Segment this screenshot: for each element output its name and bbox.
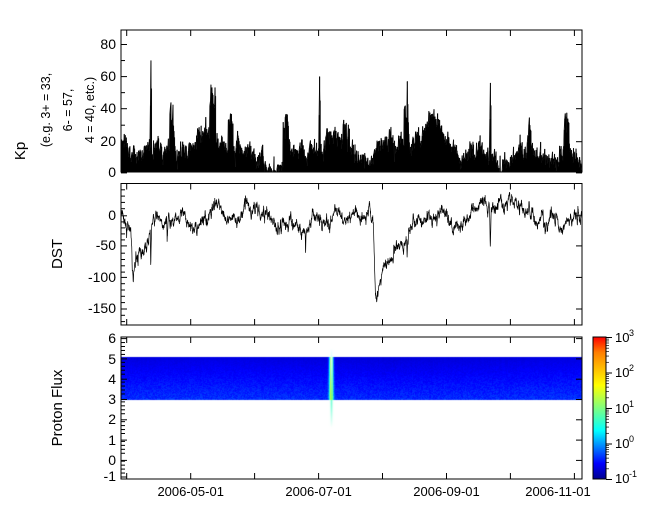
- svg-text:2006-05-01: 2006-05-01: [157, 484, 224, 499]
- svg-text:2: 2: [629, 363, 634, 373]
- svg-text:6- = 57,: 6- = 57,: [61, 89, 75, 132]
- svg-text:-150: -150: [88, 300, 116, 316]
- svg-text:5: 5: [108, 351, 116, 367]
- svg-text:DST: DST: [49, 239, 66, 269]
- svg-text:(e.g. 3+ = 33,: (e.g. 3+ = 33,: [39, 73, 53, 147]
- svg-text:10: 10: [615, 330, 629, 345]
- svg-text:0: 0: [629, 434, 634, 444]
- svg-text:1: 1: [629, 399, 634, 409]
- svg-text:4 = 40, etc.): 4 = 40, etc.): [83, 77, 97, 143]
- svg-text:-1: -1: [629, 469, 637, 479]
- svg-text:10: 10: [615, 365, 629, 380]
- svg-text:6: 6: [108, 330, 116, 346]
- svg-text:Kp: Kp: [12, 142, 29, 160]
- svg-text:2006-07-01: 2006-07-01: [285, 484, 352, 499]
- svg-text:10: 10: [615, 471, 629, 486]
- svg-text:80: 80: [100, 36, 116, 52]
- svg-text:10: 10: [615, 401, 629, 416]
- svg-text:1: 1: [108, 432, 116, 448]
- svg-text:2006-09-01: 2006-09-01: [413, 484, 480, 499]
- svg-text:Proton Flux: Proton Flux: [49, 369, 66, 446]
- svg-text:-100: -100: [88, 269, 116, 285]
- svg-text:3: 3: [108, 391, 116, 407]
- svg-text:0: 0: [108, 452, 116, 468]
- svg-text:0: 0: [108, 207, 116, 223]
- svg-text:-1: -1: [104, 468, 117, 484]
- svg-text:60: 60: [100, 68, 116, 84]
- svg-text:0: 0: [108, 164, 116, 180]
- svg-text:10: 10: [615, 436, 629, 451]
- svg-text:4: 4: [108, 371, 116, 387]
- svg-text:2006-11-01: 2006-11-01: [525, 484, 591, 499]
- svg-text:2: 2: [108, 411, 116, 427]
- svg-text:3: 3: [629, 328, 634, 338]
- svg-text:-50: -50: [96, 237, 116, 253]
- svg-text:20: 20: [100, 133, 116, 149]
- svg-text:40: 40: [100, 100, 116, 116]
